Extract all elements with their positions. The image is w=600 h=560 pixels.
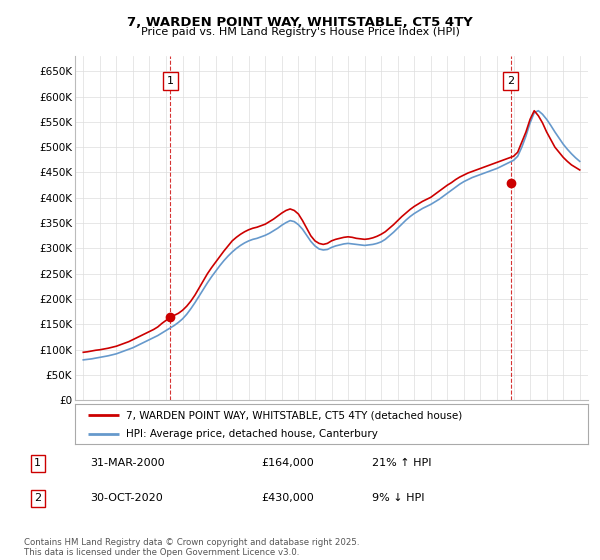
Text: 1: 1 <box>34 459 41 468</box>
Text: 7, WARDEN POINT WAY, WHITSTABLE, CT5 4TY: 7, WARDEN POINT WAY, WHITSTABLE, CT5 4TY <box>127 16 473 29</box>
Text: 30-OCT-2020: 30-OCT-2020 <box>90 493 163 503</box>
Text: £164,000: £164,000 <box>262 459 314 468</box>
Text: Price paid vs. HM Land Registry's House Price Index (HPI): Price paid vs. HM Land Registry's House … <box>140 27 460 37</box>
Text: 2: 2 <box>507 76 514 86</box>
Text: HPI: Average price, detached house, Canterbury: HPI: Average price, detached house, Cant… <box>127 429 378 438</box>
Text: 7, WARDEN POINT WAY, WHITSTABLE, CT5 4TY (detached house): 7, WARDEN POINT WAY, WHITSTABLE, CT5 4TY… <box>127 410 463 421</box>
Text: 21% ↑ HPI: 21% ↑ HPI <box>372 459 431 468</box>
Text: Contains HM Land Registry data © Crown copyright and database right 2025.
This d: Contains HM Land Registry data © Crown c… <box>24 538 359 557</box>
Text: 31-MAR-2000: 31-MAR-2000 <box>90 459 165 468</box>
Text: 2: 2 <box>34 493 41 503</box>
Text: £430,000: £430,000 <box>262 493 314 503</box>
Text: 1: 1 <box>167 76 173 86</box>
Text: 9% ↓ HPI: 9% ↓ HPI <box>372 493 424 503</box>
